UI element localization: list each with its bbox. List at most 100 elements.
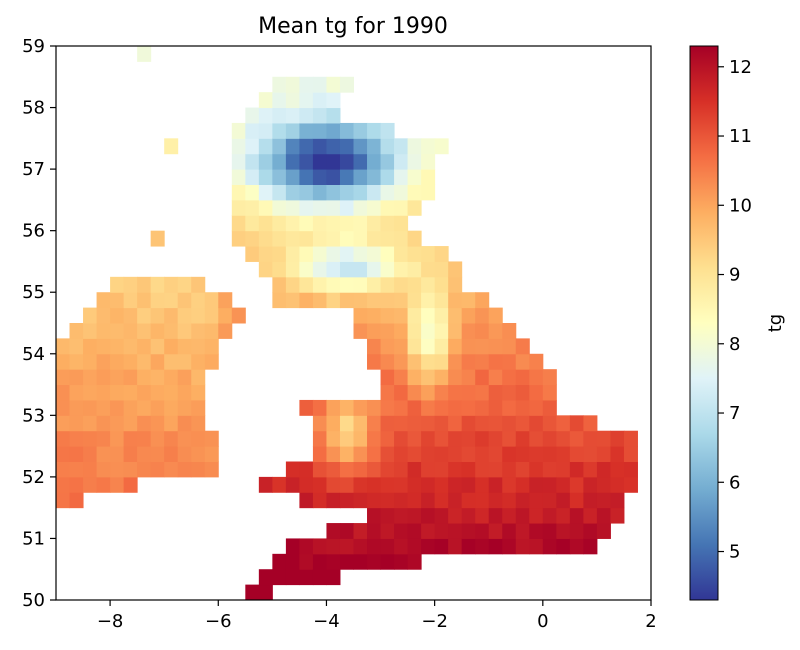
heatmap-cell bbox=[394, 338, 408, 354]
heatmap-cell bbox=[110, 277, 124, 293]
heatmap-cell bbox=[462, 431, 476, 447]
heatmap-cell bbox=[367, 354, 381, 370]
heatmap-cell bbox=[205, 323, 219, 339]
heatmap-cell bbox=[475, 292, 489, 308]
heatmap-cell bbox=[610, 492, 624, 508]
heatmap-cell bbox=[367, 400, 381, 416]
heatmap-cell bbox=[475, 369, 489, 385]
heatmap-cell bbox=[381, 415, 395, 431]
heatmap-cell bbox=[381, 554, 395, 570]
heatmap-cell bbox=[394, 492, 408, 508]
heatmap-cell bbox=[299, 538, 313, 554]
heatmap-cell bbox=[110, 354, 124, 370]
heatmap-cell bbox=[110, 431, 124, 447]
heatmap-cell bbox=[124, 369, 138, 385]
heatmap-cell bbox=[354, 431, 368, 447]
heatmap-cell bbox=[489, 523, 503, 539]
heatmap-cell bbox=[340, 277, 354, 293]
heatmap-cell bbox=[475, 400, 489, 416]
heatmap-cell bbox=[624, 431, 638, 447]
heatmap-cell bbox=[191, 400, 205, 416]
heatmap-cell bbox=[56, 354, 70, 370]
heatmap-cell bbox=[70, 323, 84, 339]
heatmap-cell bbox=[137, 446, 151, 462]
heatmap-cell bbox=[475, 338, 489, 354]
heatmap-cell bbox=[475, 492, 489, 508]
heatmap-cell bbox=[367, 185, 381, 201]
heatmap-cell bbox=[448, 400, 462, 416]
heatmap-cell bbox=[421, 292, 435, 308]
heatmap-cell bbox=[340, 231, 354, 247]
heatmap-cell bbox=[556, 477, 570, 493]
heatmap-cell bbox=[313, 108, 327, 124]
heatmap-cell bbox=[421, 138, 435, 154]
heatmap-cell bbox=[326, 462, 340, 478]
heatmap-cell bbox=[272, 123, 286, 139]
heatmap-cell bbox=[232, 154, 246, 170]
heatmap-cell bbox=[394, 477, 408, 493]
heatmap-cell bbox=[191, 462, 205, 478]
heatmap-cell bbox=[462, 446, 476, 462]
heatmap-cell bbox=[583, 508, 597, 524]
colorbar-tick-label: 12 bbox=[729, 57, 752, 78]
heatmap-cell bbox=[421, 246, 435, 262]
heatmap-cell bbox=[272, 185, 286, 201]
x-tick-label: −6 bbox=[205, 611, 232, 632]
heatmap-cell bbox=[124, 338, 138, 354]
heatmap-cell bbox=[83, 415, 97, 431]
heatmap-cell bbox=[394, 154, 408, 170]
heatmap-cell bbox=[394, 292, 408, 308]
heatmap-cell bbox=[421, 446, 435, 462]
heatmap-cell bbox=[286, 462, 300, 478]
heatmap-cell bbox=[56, 462, 70, 478]
heatmap-cell bbox=[543, 431, 557, 447]
heatmap-cell bbox=[367, 523, 381, 539]
heatmap-cell bbox=[502, 431, 516, 447]
heatmap-cell bbox=[124, 308, 138, 324]
heatmap-cell bbox=[97, 446, 111, 462]
heatmap-cell bbox=[381, 369, 395, 385]
heatmap-cell bbox=[502, 323, 516, 339]
colorbar-ticks: 56789101112 bbox=[718, 57, 752, 563]
heatmap-cell bbox=[516, 446, 530, 462]
heatmap-cell bbox=[583, 446, 597, 462]
heatmap-cell bbox=[475, 308, 489, 324]
heatmap-cell bbox=[272, 200, 286, 216]
heatmap-cell bbox=[151, 446, 165, 462]
heatmap-cell bbox=[408, 477, 422, 493]
heatmap-cell bbox=[354, 477, 368, 493]
heatmap-cell bbox=[313, 569, 327, 585]
heatmap-cell bbox=[408, 354, 422, 370]
heatmap-cell bbox=[354, 323, 368, 339]
heatmap-cell bbox=[313, 77, 327, 93]
heatmap-cell bbox=[367, 154, 381, 170]
heatmap-cell bbox=[164, 354, 178, 370]
y-axis: 50515253545556575859 bbox=[22, 36, 56, 611]
heatmap-cell bbox=[245, 231, 259, 247]
heatmap-cell bbox=[462, 338, 476, 354]
heatmap-cell bbox=[151, 231, 165, 247]
heatmap-cell bbox=[543, 538, 557, 554]
heatmap-cell bbox=[354, 277, 368, 293]
heatmap-cell bbox=[340, 261, 354, 277]
heatmap-cell bbox=[556, 446, 570, 462]
heatmap-cell bbox=[394, 246, 408, 262]
heatmap-cell bbox=[583, 462, 597, 478]
heatmap-cell bbox=[408, 492, 422, 508]
heatmap-cell bbox=[381, 261, 395, 277]
heatmap-cell bbox=[313, 277, 327, 293]
heatmap-cell bbox=[299, 108, 313, 124]
heatmap-cell bbox=[367, 508, 381, 524]
heatmap-cell bbox=[151, 462, 165, 478]
heatmap-cell bbox=[299, 400, 313, 416]
heatmap-cell bbox=[435, 385, 449, 401]
heatmap-cell bbox=[502, 354, 516, 370]
heatmap-cell bbox=[367, 123, 381, 139]
heatmap-cell bbox=[583, 431, 597, 447]
heatmap-cell bbox=[421, 169, 435, 185]
heatmap-cell bbox=[164, 308, 178, 324]
heatmap-cell bbox=[124, 277, 138, 293]
heatmap-cell bbox=[367, 492, 381, 508]
heatmap-cell bbox=[245, 246, 259, 262]
heatmap-cell bbox=[151, 400, 165, 416]
